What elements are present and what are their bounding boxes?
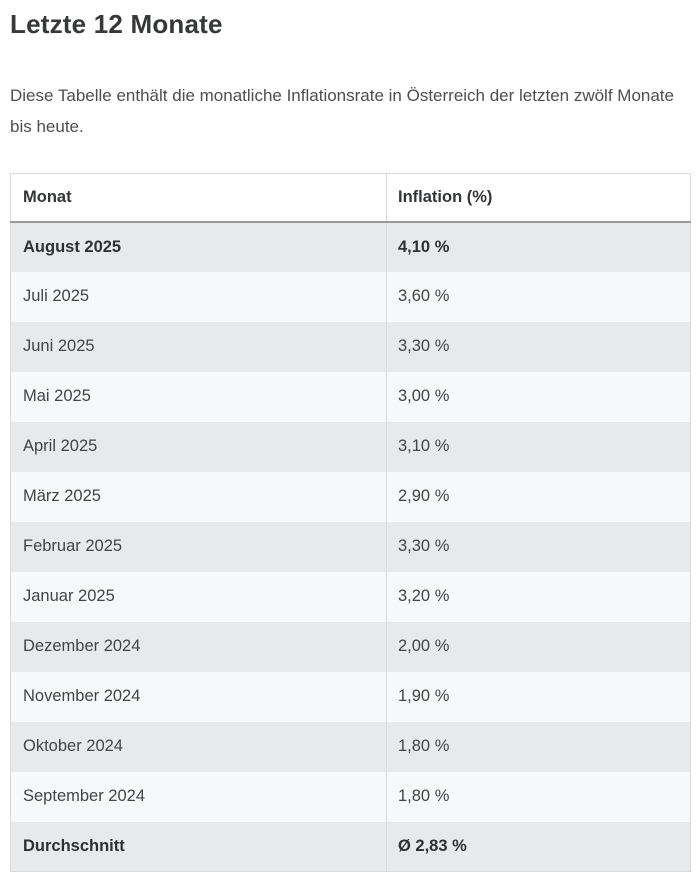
page-description: Diese Tabelle enthält die monatliche Inf… xyxy=(10,86,674,136)
page-title: Letzte 12 Monate xyxy=(10,9,223,39)
month-cell: April 2025 xyxy=(10,421,387,472)
table-header: Monat Inflation (%) xyxy=(10,173,691,223)
month-cell: Mai 2025 xyxy=(10,371,387,422)
table-row: Februar 2025 3,30 % xyxy=(10,521,691,572)
value-cell: 1,80 % xyxy=(386,721,691,772)
value-cell: 2,90 % xyxy=(386,471,691,522)
month-cell: September 2024 xyxy=(10,771,387,822)
month-cell: Januar 2025 xyxy=(10,571,387,622)
table-row: Dezember 2024 2,00 % xyxy=(10,621,691,672)
column-header-monat: Monat xyxy=(10,173,387,223)
table-row: August 2025 4,10 % xyxy=(10,221,691,272)
value-cell: 3,30 % xyxy=(386,521,691,572)
month-cell: Juni 2025 xyxy=(10,321,387,372)
table-row: März 2025 2,90 % xyxy=(10,471,691,522)
table-header-row: Monat Inflation (%) xyxy=(10,173,691,223)
value-cell: 1,80 % xyxy=(386,771,691,822)
table-row: Mai 2025 3,00 % xyxy=(10,371,691,422)
month-cell: Oktober 2024 xyxy=(10,721,387,772)
table-row: Durchschnitt Ø 2,83 % xyxy=(10,821,691,872)
month-cell: März 2025 xyxy=(10,471,387,522)
value-cell: 3,00 % xyxy=(386,371,691,422)
table-row: Oktober 2024 1,80 % xyxy=(10,721,691,772)
month-cell: Dezember 2024 xyxy=(10,621,387,672)
table-row: Juli 2025 3,60 % xyxy=(10,271,691,322)
month-cell: November 2024 xyxy=(10,671,387,722)
value-cell: 2,00 % xyxy=(386,621,691,672)
inflation-table: Monat Inflation (%) August 2025 4,10 % Jul… xyxy=(10,173,691,872)
table-row: Juni 2025 3,30 % xyxy=(10,321,691,372)
month-cell: Juli 2025 xyxy=(10,271,387,322)
month-cell: August 2025 xyxy=(10,221,387,272)
table-body: August 2025 4,10 % Juli 2025 3,60 % Juni 202… xyxy=(10,221,691,872)
column-header-inflation: Inflation (%) xyxy=(386,173,691,223)
table-row: November 2024 1,90 % xyxy=(10,671,691,722)
table-row: April 2025 3,10 % xyxy=(10,421,691,472)
value-cell: 3,30 % xyxy=(386,321,691,372)
table-row: September 2024 1,80 % xyxy=(10,771,691,822)
value-cell: Ø 2,83 % xyxy=(386,821,691,872)
value-cell: 3,60 % xyxy=(386,271,691,322)
month-cell: Durchschnitt xyxy=(10,821,387,872)
value-cell: 1,90 % xyxy=(386,671,691,722)
value-cell: 3,20 % xyxy=(386,571,691,622)
month-cell: Februar 2025 xyxy=(10,521,387,572)
value-cell: 3,10 % xyxy=(386,421,691,472)
table-row: Januar 2025 3,20 % xyxy=(10,571,691,622)
value-cell: 4,10 % xyxy=(386,221,691,272)
